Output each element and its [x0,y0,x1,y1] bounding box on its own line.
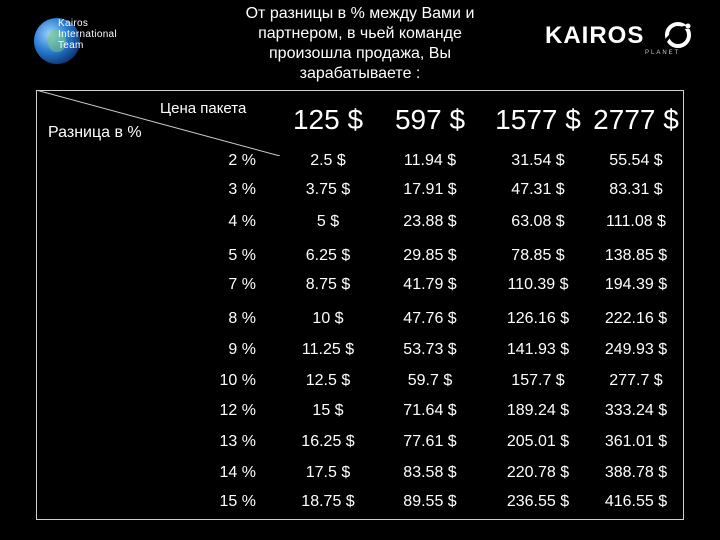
earnings-cell: 18.75 $ [301,493,355,510]
earnings-cell: 2.5 $ [310,152,346,169]
price-column-label: Цена пакета [160,100,247,117]
earnings-cell: 63.08 $ [511,213,565,230]
kairos-planet-logo: KAIROS PLANET [545,18,695,68]
percent-label: 12 % [219,402,256,419]
earnings-cell: 157.7 $ [511,372,565,389]
earnings-cell: 15 $ [312,402,344,419]
earnings-cell: 205.01 $ [506,433,570,450]
earnings-cell: 138.85 $ [604,247,668,264]
earnings-cell: 16.25 $ [301,433,355,450]
earnings-cell: 10 $ [312,310,344,327]
package-price-header: 2777 $ [593,104,679,135]
percent-label: 10 % [219,372,256,389]
earnings-cell: 78.85 $ [511,247,565,264]
header-diagonal-divider [36,90,280,156]
earnings-cell: 126.16 $ [506,310,570,327]
percent-label: 4 % [228,213,256,230]
earnings-cell: 236.55 $ [506,493,570,510]
earnings-cell: 59.7 $ [407,372,453,389]
earnings-cell: 220.78 $ [506,464,570,481]
earnings-cell: 6.25 $ [305,247,351,264]
earnings-cell: 12.5 $ [305,372,351,389]
table-frame [36,90,684,520]
earnings-cell: 41.79 $ [403,276,457,293]
kairos-logo-word: KAIROS [545,22,645,49]
percent-label: 3 % [228,181,256,198]
earnings-cell: 8.75 $ [305,276,351,293]
percent-label: 13 % [219,433,256,450]
earnings-cell: 47.76 $ [403,310,457,327]
earnings-cell: 17.91 $ [403,181,457,198]
earnings-cell: 55.54 $ [609,152,663,169]
title-line-3: произошла продажа, Вы [269,45,451,62]
earnings-cell: 333.24 $ [604,402,668,419]
earnings-cell: 83.58 $ [403,464,457,481]
percent-label: 9 % [228,341,256,358]
logo-left-text: Kairos International Team [58,18,117,51]
percent-label: 2 % [228,152,256,169]
percent-label: 8 % [228,310,256,327]
earnings-cell: 249.93 $ [604,341,668,358]
percent-label: 15 % [219,493,256,510]
earnings-cell: 29.85 $ [403,247,457,264]
earnings-cell: 141.93 $ [506,341,570,358]
earnings-cell: 71.64 $ [403,402,457,419]
earnings-cell: 361.01 $ [604,433,668,450]
globe-icon [34,18,80,64]
percent-label: 7 % [228,276,256,293]
logo-left-line-3: Team [58,40,84,51]
earnings-cell: 11.25 $ [301,341,355,358]
title-line-2: партнером, в чьей команде [258,25,462,42]
earnings-cell: 31.54 $ [511,152,565,169]
percent-label: 14 % [219,464,256,481]
earnings-cell: 77.61 $ [403,433,457,450]
title-line-1: От разницы в % между Вами и [245,5,475,22]
difference-row-label: Разница в % [48,124,142,141]
earnings-cell: 110.39 $ [507,276,569,293]
earnings-cell: 23.88 $ [403,213,457,230]
title-line-4: зарабатываете : [299,65,421,82]
logo-left-line-2: International [58,29,117,40]
kairos-international-team-logo: Kairos International Team [30,14,150,74]
earnings-cell: 194.39 $ [604,276,668,293]
earnings-cell: 189.24 $ [506,402,570,419]
earnings-cell: 47.31 $ [511,181,565,198]
earnings-cell: 17.5 $ [305,464,351,481]
earnings-cell: 53.73 $ [403,341,457,358]
package-price-header: 1577 $ [495,104,581,135]
earnings-cell: 222.16 $ [604,310,668,327]
logo-left-line-1: Kairos [58,18,89,29]
earnings-cell: 111.08 $ [606,213,666,230]
package-price-header: 125 $ [292,104,364,135]
earnings-cell: 388.78 $ [604,464,668,481]
planet-logo-word: PLANET [645,50,681,56]
earnings-cell: 3.75 $ [305,181,351,198]
page-title: От разницы в % между Вами и партнером, в… [200,4,520,84]
percent-label: 5 % [228,247,256,264]
earnings-cell: 5 $ [316,213,340,230]
earnings-cell: 11.94 $ [403,152,457,169]
planet-swirl-icon [663,22,693,48]
earnings-cell: 416.55 $ [604,493,668,510]
earnings-cell: 277.7 $ [609,372,663,389]
package-price-header: 597 $ [394,104,466,135]
earnings-cell: 83.31 $ [609,181,663,198]
earnings-cell: 89.55 $ [403,493,457,510]
